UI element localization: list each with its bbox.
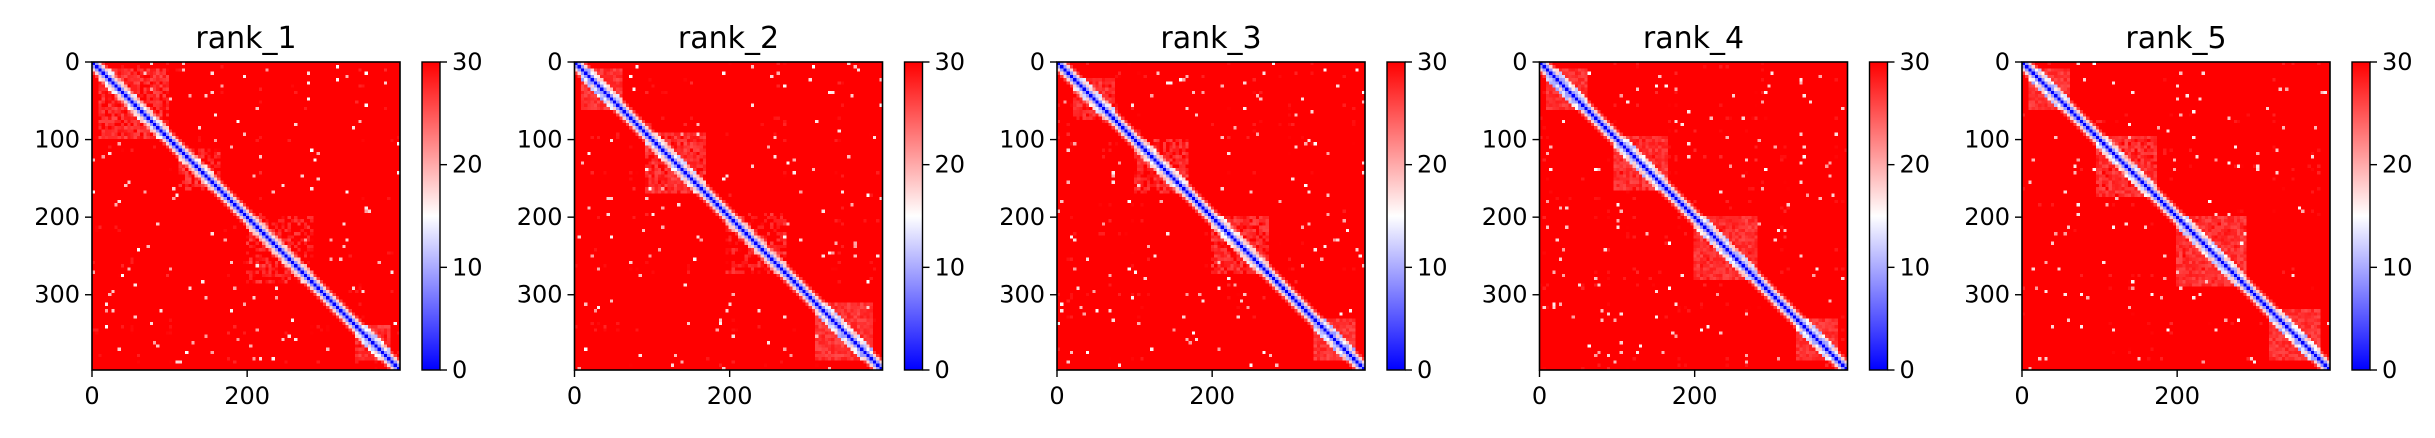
- heatmap-image: [92, 62, 400, 370]
- colorbar-tick-label: 30: [1417, 48, 1448, 76]
- heatmap-image: [1539, 62, 1848, 370]
- x-tick-label: 200: [2154, 382, 2200, 410]
- y-tick-label: 300: [34, 281, 80, 309]
- axes-frame: [573, 61, 884, 371]
- y-tick-label: 100: [1482, 126, 1528, 154]
- axes-frame: [91, 61, 401, 371]
- colorbar-tick-label: 30: [2382, 48, 2413, 76]
- colorbar: [1868, 61, 1889, 371]
- y-tick-label: 0: [65, 48, 80, 76]
- heatmap-image: [1057, 62, 1365, 370]
- y-tick-label: 300: [1964, 281, 2010, 309]
- colorbar-tick-label: 0: [1900, 356, 1915, 384]
- colorbar: [421, 61, 441, 371]
- colorbar-tick-label: 10: [1900, 253, 1931, 281]
- heatmap-panel-2: rank_2 0 100 200 300 0 200 0 10 20 30: [517, 21, 965, 410]
- colorbar-tick-label: 20: [2382, 151, 2413, 179]
- colorbar-tick-label: 10: [935, 253, 966, 281]
- heatmap-panel-5: rank_5 0 100 200 300 0 200 0 10 20 30: [1964, 21, 2412, 410]
- x-tick-label: 200: [1672, 382, 1718, 410]
- x-tick-label: 200: [707, 382, 753, 410]
- y-tick-label: 200: [517, 203, 563, 231]
- colorbar: [903, 61, 924, 371]
- x-tick-label: 200: [1189, 382, 1235, 410]
- heatmap-panel-3: rank_3 0 100 200 300 0 200 0 10 20 30: [999, 21, 1447, 410]
- y-tick-label: 100: [34, 126, 80, 154]
- colorbar-tick-label: 10: [2382, 253, 2413, 281]
- colorbar-tick-label: 10: [1417, 253, 1448, 281]
- colorbar-tick-label: 30: [1900, 48, 1931, 76]
- heatmap-panel-4: rank_4 0 100 200 300 0 200 0 10 20 30: [1482, 21, 1930, 410]
- y-tick-label: 200: [1482, 203, 1528, 231]
- x-tick-label: 0: [1049, 382, 1064, 410]
- colorbar: [1386, 61, 1406, 371]
- colorbar-tick-label: 0: [452, 356, 467, 384]
- axes-frame: [1056, 61, 1366, 371]
- heatmap-panel-1: rank_1 0 100 200 300 0 200 0 10 20 30: [34, 21, 482, 410]
- colorbar: [2351, 61, 2371, 371]
- colorbar-tick-label: 0: [2382, 356, 2397, 384]
- heatmap-image: [574, 62, 883, 370]
- panel-title: rank_3: [1160, 21, 1261, 56]
- x-tick-label: 0: [567, 382, 582, 410]
- y-tick-label: 200: [1964, 203, 2010, 231]
- x-tick-label: 0: [84, 382, 99, 410]
- x-tick-label: 0: [1532, 382, 1547, 410]
- y-tick-label: 0: [1030, 48, 1045, 76]
- panel-title: rank_2: [678, 21, 779, 56]
- y-tick-label: 100: [1964, 126, 2010, 154]
- colorbar-tick-label: 20: [452, 151, 483, 179]
- colorbar-tick-label: 10: [452, 253, 483, 281]
- y-tick-label: 0: [547, 48, 562, 76]
- y-tick-label: 100: [999, 126, 1045, 154]
- y-tick-label: 300: [1482, 281, 1528, 309]
- colorbar-tick-label: 20: [1417, 151, 1448, 179]
- axes-frame: [2021, 61, 2331, 371]
- axes-frame: [1538, 61, 1849, 371]
- colorbar-tick-label: 30: [935, 48, 966, 76]
- y-tick-label: 0: [1995, 48, 2010, 76]
- x-tick-label: 200: [224, 382, 270, 410]
- y-tick-label: 0: [1512, 48, 1527, 76]
- colorbar-tick-label: 30: [452, 48, 483, 76]
- colorbar-tick-label: 0: [1417, 356, 1432, 384]
- panel-title: rank_1: [195, 21, 296, 56]
- colorbar-tick-label: 0: [935, 356, 950, 384]
- panel-title: rank_5: [2125, 21, 2226, 56]
- y-tick-label: 300: [517, 281, 563, 309]
- y-tick-label: 200: [34, 203, 80, 231]
- colorbar-tick-label: 20: [935, 151, 966, 179]
- heatmap-image: [2022, 62, 2330, 370]
- x-tick-label: 0: [2014, 382, 2029, 410]
- colorbar-tick-label: 20: [1900, 151, 1931, 179]
- y-tick-label: 300: [999, 281, 1045, 309]
- y-tick-label: 100: [517, 126, 563, 154]
- panel-title: rank_4: [1643, 21, 1744, 56]
- y-tick-label: 200: [999, 203, 1045, 231]
